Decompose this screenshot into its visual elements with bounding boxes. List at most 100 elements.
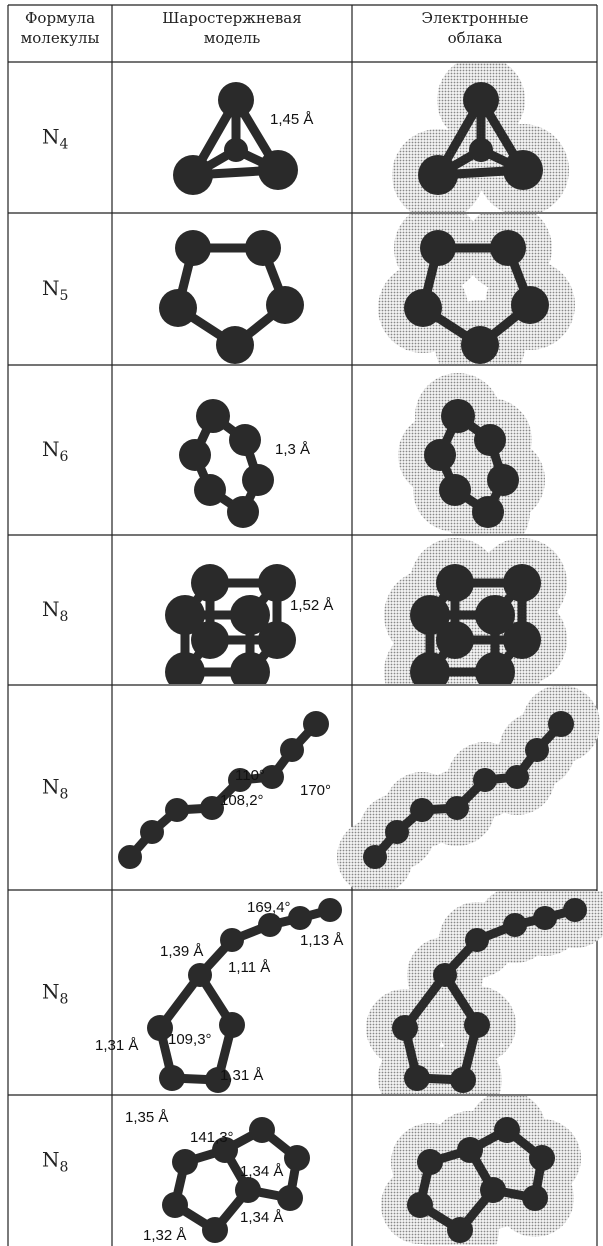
atom <box>224 138 248 162</box>
atom <box>439 474 471 506</box>
atom <box>140 820 164 844</box>
electron-cloud-model <box>366 872 603 1119</box>
atom <box>159 289 197 327</box>
formula-element: N <box>42 980 60 1004</box>
atom <box>191 564 229 602</box>
atom <box>165 652 205 692</box>
atom <box>417 1149 443 1175</box>
atom <box>472 496 504 528</box>
ball-stick-model <box>173 82 298 195</box>
atom <box>363 845 387 869</box>
ball-stick-model <box>162 1117 310 1243</box>
atom <box>280 738 304 762</box>
formula-element: N <box>42 775 60 799</box>
atom <box>410 652 450 692</box>
model-label: 1,34 Å <box>240 1209 283 1226</box>
atom <box>284 1145 310 1171</box>
atom <box>505 765 529 789</box>
formula: N4 <box>42 125 69 153</box>
atom <box>159 1065 185 1091</box>
model-label: 1,35 Å <box>125 1109 168 1126</box>
model-label: 1,34 Å <box>240 1163 283 1180</box>
formula: N6 <box>42 437 69 465</box>
atom <box>410 595 450 635</box>
formula-element: N <box>42 125 60 149</box>
formula-subscript: 4 <box>60 137 69 153</box>
atom <box>216 326 254 364</box>
atom <box>447 1217 473 1243</box>
model-label: 1,3 Å <box>275 441 310 458</box>
atom <box>249 1117 275 1143</box>
atom <box>436 564 474 602</box>
atom <box>474 424 506 456</box>
atom <box>529 1145 555 1171</box>
atom <box>385 820 409 844</box>
atom <box>173 155 213 195</box>
formula-subscript: 6 <box>60 449 69 465</box>
electron-cloud-model <box>398 373 545 554</box>
atom <box>404 289 442 327</box>
atom <box>494 1117 520 1143</box>
atom <box>235 1177 261 1203</box>
ball-stick-model <box>147 898 342 1093</box>
formula-element: N <box>42 437 60 461</box>
atom <box>229 424 261 456</box>
atom <box>220 928 244 952</box>
atom <box>175 230 211 266</box>
atom <box>503 150 543 190</box>
formula-subscript: 5 <box>60 288 69 304</box>
formula: N8 <box>42 980 68 1008</box>
atom <box>445 796 469 820</box>
atom <box>172 1149 198 1175</box>
atom <box>503 913 527 937</box>
atom <box>511 286 549 324</box>
formula-element: N <box>42 276 60 300</box>
atom <box>288 906 312 930</box>
atom <box>277 1185 303 1211</box>
atom <box>165 595 205 635</box>
atom <box>407 1192 433 1218</box>
table-page: ФормуламолекулыШаростержневаямодельЭлект… <box>0 0 603 1246</box>
electron-cloud-model <box>378 204 575 390</box>
atom <box>230 652 270 692</box>
header-text: Формула <box>25 9 95 27</box>
formula-subscript: 8 <box>60 992 69 1008</box>
ball-stick-model <box>118 711 329 869</box>
atom <box>424 439 456 471</box>
formula: N8 <box>42 775 68 803</box>
atom <box>219 1012 245 1038</box>
formula-subscript: 8 <box>60 609 69 625</box>
atom <box>392 1015 418 1041</box>
ball-stick-model <box>159 230 304 364</box>
atom <box>563 898 587 922</box>
atom <box>503 564 541 602</box>
atom <box>194 474 226 506</box>
formula-element: N <box>42 1148 60 1172</box>
atom <box>404 1065 430 1091</box>
ball-stick-model <box>165 564 296 692</box>
model-label: 1,52 Å <box>290 597 333 614</box>
model-label: 1,39 Å <box>160 943 203 960</box>
atom <box>461 326 499 364</box>
electron-cloud-model <box>381 1091 581 1246</box>
electron-cloud-model <box>337 685 600 895</box>
atom <box>475 652 515 692</box>
atom <box>475 595 515 635</box>
atom <box>420 230 456 266</box>
atom <box>450 1067 476 1093</box>
atom <box>242 464 274 496</box>
formula-subscript: 8 <box>60 787 69 803</box>
formula-element: N <box>42 597 60 621</box>
atom <box>266 286 304 324</box>
atom <box>433 963 457 987</box>
model-label: 1,31 Å <box>95 1037 138 1054</box>
model-label: 169,4° <box>247 899 291 916</box>
header-text: молекулы <box>21 29 100 47</box>
model-label: 1,32 Å <box>143 1227 186 1244</box>
atom <box>162 1192 188 1218</box>
atom <box>410 798 434 822</box>
atom <box>179 439 211 471</box>
atom <box>487 464 519 496</box>
atom <box>303 711 329 737</box>
electron-cloud-model <box>384 538 567 718</box>
